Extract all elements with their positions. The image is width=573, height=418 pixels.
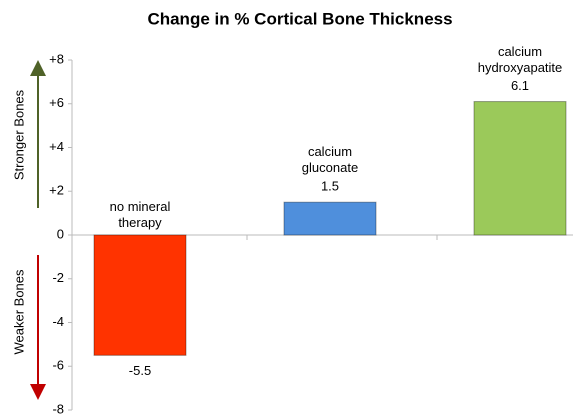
bar	[473, 101, 567, 236]
annotation: Weaker Bones	[11, 269, 26, 355]
bar	[283, 201, 377, 236]
y-tick-label: -6	[52, 358, 64, 373]
y-tick-label: -8	[52, 401, 64, 416]
y-tick-label: -2	[52, 270, 64, 285]
y-tick-label: +4	[49, 139, 64, 154]
category-label: no mineral therapy	[109, 199, 171, 230]
category-label: calcium hydroxyapatite	[477, 43, 563, 75]
annotation: Stronger Bones	[11, 89, 26, 180]
value-label: 6.1	[511, 78, 529, 93]
y-tick-label: 0	[57, 226, 64, 241]
y-tick-label: +6	[49, 95, 64, 110]
chart-title: Change in % Cortical Bone Thickness	[147, 9, 452, 28]
value-label: -5.5	[129, 363, 151, 378]
category-label: calcium gluconate	[301, 144, 359, 176]
y-tick-label: +8	[49, 51, 64, 66]
y-tick-label: +2	[49, 183, 64, 198]
y-tick-label: -4	[52, 314, 64, 329]
bar	[93, 234, 187, 356]
value-label: 1.5	[321, 179, 339, 194]
